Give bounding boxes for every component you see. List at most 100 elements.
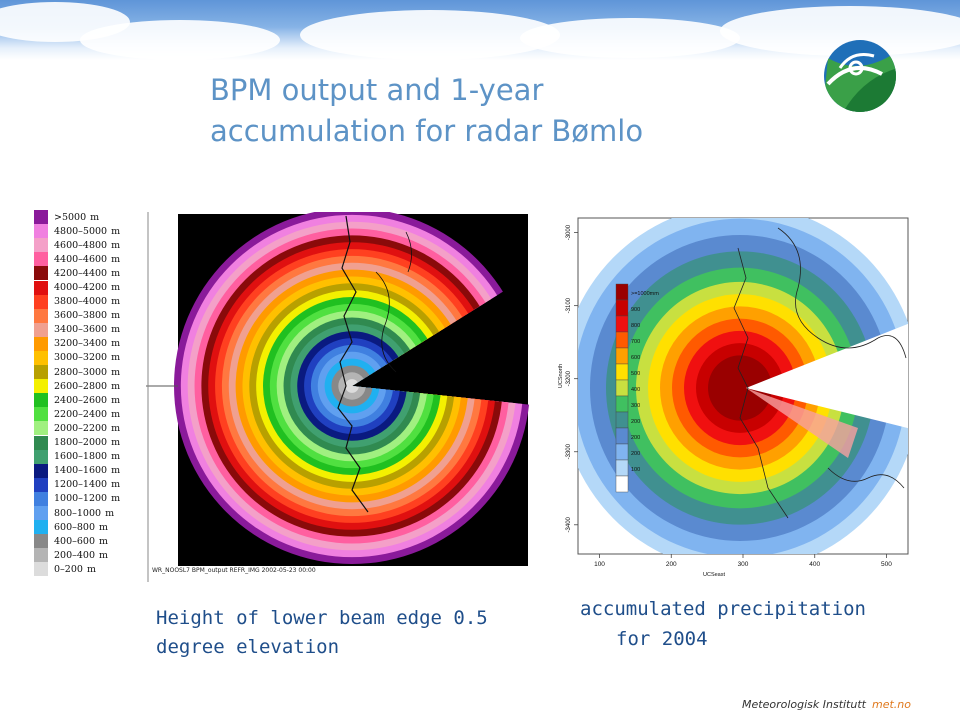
legend-swatch <box>34 520 48 535</box>
legend-label: 1400–1600 <box>54 465 108 477</box>
legend-row: 4600–4800 m <box>34 238 146 253</box>
legend-unit: m <box>111 479 121 491</box>
legend-unit: m <box>111 310 121 322</box>
legend-row: 4400–4600 m <box>34 252 146 267</box>
colorbar-swatch <box>615 379 629 397</box>
legend-label: 1200–1400 <box>54 479 108 491</box>
legend-row: 600–800 m <box>34 520 146 535</box>
legend-unit: m <box>111 352 121 364</box>
colorbar-label: 400 <box>631 387 640 393</box>
legend-unit: m <box>111 225 121 237</box>
legend-swatch <box>34 548 48 563</box>
legend-unit: m <box>99 535 109 547</box>
legend-row: 3400–3600 m <box>34 322 146 337</box>
colorbar-label: 800 <box>631 323 640 329</box>
legend-unit: m <box>111 239 121 251</box>
legend-label: 2600–2800 <box>54 380 108 392</box>
accumulation-map-svg: >=1000mm 900 800 700 600 500 400 300 200 200 200 10… <box>558 217 909 578</box>
legend-unit: m <box>111 338 121 350</box>
colorbar-label: 200 <box>631 451 640 457</box>
colorbar-swatch <box>615 283 629 301</box>
legend-unit: m <box>111 451 121 463</box>
legend-unit: m <box>111 267 121 279</box>
bpm-map-svg <box>146 208 530 582</box>
accumulation-band <box>708 355 772 421</box>
met-logo <box>824 40 896 112</box>
title-line-1: BPM output and 1-year <box>210 73 544 107</box>
coastline-inland <box>375 231 412 373</box>
legend-swatch <box>34 435 48 450</box>
legend-label: 2800–3000 <box>54 366 108 378</box>
legend-swatch <box>34 238 48 253</box>
coastline <box>337 215 369 513</box>
legend-label: 3800–4000 <box>54 296 108 308</box>
legend-row: 3200–3400 m <box>34 336 146 351</box>
legend-unit: m <box>111 366 121 378</box>
y-tick-label: -3300 <box>566 443 572 459</box>
sky-banner <box>0 0 960 60</box>
legend-swatch <box>34 322 48 337</box>
legend-row: 2400–2600 m <box>34 393 146 408</box>
legend-unit: m <box>99 549 109 561</box>
legend-label: 2200–2400 <box>54 408 108 420</box>
colorbar-label: >=1000mm <box>631 291 659 297</box>
legend-label: 4800–5000 <box>54 225 108 237</box>
legend-row: 0–200 m <box>34 562 146 577</box>
legend-label: 2400–2600 <box>54 394 108 406</box>
legend-row: 1800–2000 m <box>34 435 146 450</box>
legend-unit: m <box>111 408 121 420</box>
x-axis-label: UCSeast <box>703 572 725 578</box>
legend-swatch <box>34 252 48 267</box>
colorbar-swatch <box>615 347 629 365</box>
legend-swatch <box>34 280 48 295</box>
slide-title: BPM output and 1-year accumulation for r… <box>210 70 770 152</box>
legend-row: 3600–3800 m <box>34 308 146 323</box>
x-tick-label: 300 <box>738 561 749 568</box>
legend-row: 400–600 m <box>34 534 146 549</box>
legend-unit: m <box>111 422 121 434</box>
y-tick-label: -3400 <box>566 516 572 532</box>
caption-left-line-1: Height of lower beam edge 0.5 <box>156 607 488 629</box>
legend-unit: m <box>111 465 121 477</box>
legend-unit: m <box>99 521 109 533</box>
colorbar-label: 200 <box>631 435 640 441</box>
legend-unit: m <box>111 296 121 308</box>
legend-row: >5000 m <box>34 210 146 225</box>
legend-label: >5000 <box>54 211 87 223</box>
caption-left: Height of lower beam edge 0.5 degree ele… <box>156 604 546 662</box>
legend-row: 4000–4200 m <box>34 280 146 295</box>
legend-label: 1000–1200 <box>54 493 108 505</box>
x-tick-label: 500 <box>881 561 892 568</box>
colorbar-label: 900 <box>631 307 640 313</box>
caption-right: accumulated precipitation for 2004 <box>580 594 940 654</box>
colorbar-swatch <box>615 331 629 349</box>
legend-label: 200–400 <box>54 549 96 561</box>
legend-label: 1600–1800 <box>54 451 108 463</box>
legend-row: 800–1000 m <box>34 506 146 521</box>
legend-swatch <box>34 365 48 380</box>
y-axis-label: UCSnorth <box>558 364 564 388</box>
legend-label: 4000–4200 <box>54 282 108 294</box>
legend-swatch <box>34 210 48 225</box>
legend-row: 1000–1200 m <box>34 491 146 506</box>
legend-label: 3400–3600 <box>54 324 108 336</box>
legend-row: 200–400 m <box>34 548 146 563</box>
legend-swatch <box>34 350 48 365</box>
y-tick-label: -3000 <box>566 224 572 240</box>
height-ring <box>345 379 359 393</box>
legend-swatch <box>34 463 48 478</box>
x-tick-label: 100 <box>594 561 605 568</box>
legend-row: 4800–5000 m <box>34 224 146 239</box>
legend-row: 1400–1600 m <box>34 463 146 478</box>
legend-swatch <box>34 449 48 464</box>
cloud <box>300 10 560 60</box>
legend-swatch <box>34 562 48 577</box>
legend-swatch <box>34 336 48 351</box>
y-tick-label: -3200 <box>566 370 572 386</box>
height-legend: >5000 m 4800–5000 m 4600–4800 m 4400–4600 m 4200… <box>34 210 146 577</box>
legend-swatch <box>34 506 48 521</box>
footer-org: Meteorologisk Institutt <box>742 698 866 711</box>
legend-label: 3600–3800 <box>54 310 108 322</box>
legend-row: 1200–1400 m <box>34 477 146 492</box>
legend-label: 1800–2000 <box>54 437 108 449</box>
